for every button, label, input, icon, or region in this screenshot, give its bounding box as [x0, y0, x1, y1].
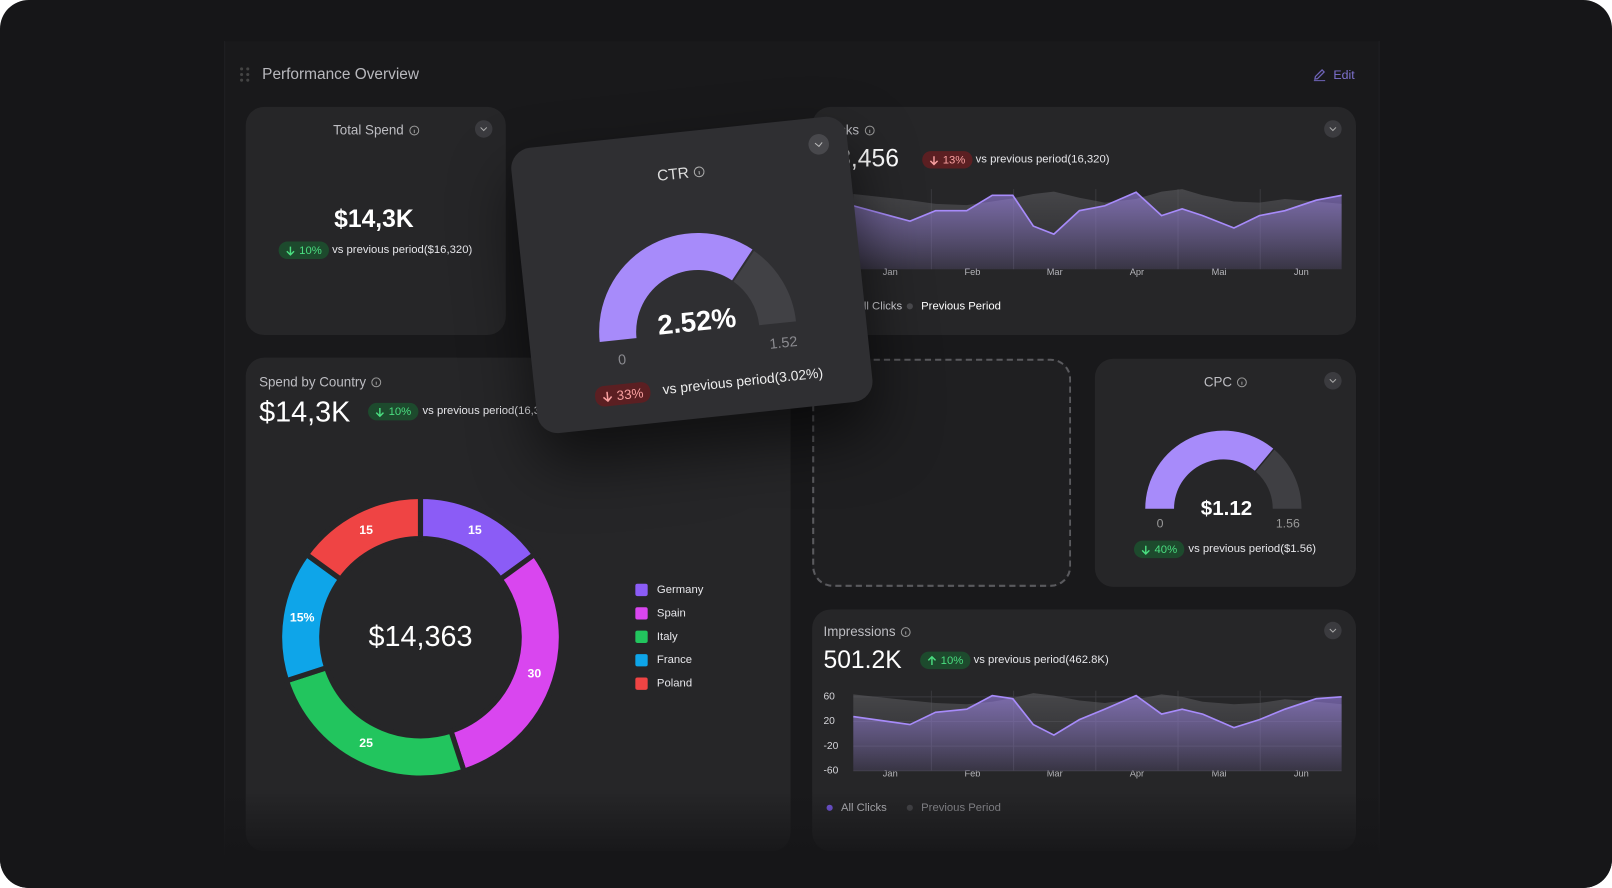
legend-swatch [635, 677, 648, 690]
y-tick-label: -60 [823, 766, 838, 777]
donut-segment [302, 493, 424, 583]
x-tick-label: Mar [1047, 768, 1063, 778]
segment-label: 15% [290, 611, 315, 625]
x-tick-label: Jun [1294, 768, 1309, 778]
change-text: 13% [942, 153, 966, 166]
card-title: Spend by Country [259, 374, 382, 390]
cpc-card [1094, 358, 1357, 587]
gauge [599, 232, 797, 342]
change-text: 10% [299, 244, 322, 257]
card-title: CPC [1203, 374, 1248, 390]
legend-swatch [635, 583, 648, 597]
segment-label: 15 [359, 523, 373, 537]
line [853, 694, 1342, 737]
legend-label: Italy [657, 631, 678, 643]
donut-segment [447, 550, 564, 775]
change-pill: 10% [278, 241, 330, 260]
page-title: Performance Overview [262, 65, 419, 84]
edit-icon[interactable] [1313, 68, 1326, 82]
title-text: Total Spend [333, 122, 404, 138]
legend-label: Poland [657, 678, 692, 690]
legend-label: Spain [657, 607, 686, 619]
legend-dot [906, 303, 913, 310]
title-text: CPC [1203, 374, 1233, 390]
legend-label: France [657, 654, 692, 666]
legend-label: Previous Period [921, 300, 1001, 312]
gauge [1145, 430, 1302, 509]
card-title: Impressions [823, 623, 911, 640]
bottom-fade [0, 791, 1612, 888]
gauge-min: 0 [1156, 515, 1164, 531]
x-tick-label: Jun [1294, 267, 1309, 277]
gauge-min: 0 [617, 350, 627, 368]
gauge-max: 1.52 [768, 332, 799, 352]
segment-label: 15 [468, 523, 482, 537]
change-pill: 10% [920, 651, 971, 670]
x-tick-label: Apr [1130, 267, 1144, 277]
card-title: Total Spend [333, 122, 419, 138]
dropdown[interactable] [474, 120, 493, 138]
segment-label: 30 [528, 666, 542, 680]
title-text: Impressions [823, 623, 896, 640]
legend-label: All Clicks [856, 300, 902, 312]
x-tick-label: Mar [1047, 267, 1063, 277]
edit-button[interactable]: Edit [1333, 67, 1355, 83]
legend-label: Germany [657, 584, 704, 596]
legend-swatch [635, 630, 648, 643]
legend-swatch [635, 654, 648, 667]
ctr-card: CTR 2.52% 0 1.52 33% vs previous period(… [509, 114, 875, 436]
change-pill: 10% [368, 402, 419, 421]
card-title: CTR [513, 147, 850, 200]
legend-swatch [635, 607, 648, 620]
metric-value: $14,3K [259, 395, 351, 428]
gauge-max: 1.56 [1275, 515, 1300, 531]
title-text: Spend by Country [259, 374, 367, 390]
dropdown[interactable] [1324, 372, 1342, 390]
y-tick-label: 20 [823, 716, 835, 727]
donut-center: $14,363 [368, 621, 472, 653]
metric-value: $14,3K [334, 205, 414, 234]
y-tick-label: -20 [823, 741, 838, 752]
comparison: vs previous period(16,320) [975, 153, 1110, 166]
change-pill: 13% [922, 151, 973, 169]
drag-handle[interactable] [240, 67, 250, 82]
change-text: 10% [388, 405, 412, 418]
comparison: vs previous period($1.56) [1188, 542, 1317, 556]
x-tick-label: Apr [1130, 768, 1144, 778]
comparison: vs previous period($16,320) [332, 243, 473, 256]
dropdown[interactable] [1324, 120, 1342, 138]
change-text: 40% [1154, 543, 1178, 556]
change-pill: 40% [1133, 540, 1185, 559]
segment-label: 25 [359, 736, 373, 750]
dropdown[interactable] [807, 133, 831, 156]
change-text: 33% [615, 384, 645, 403]
x-tick-label: Feb [965, 768, 981, 778]
line [853, 191, 1342, 236]
title-text: CTR [656, 164, 690, 185]
area-fill [853, 695, 1342, 771]
x-tick-label: Mai [1212, 267, 1227, 277]
comparison: vs previous period(462.8K) [973, 653, 1109, 667]
change-text: 10% [940, 654, 964, 667]
x-tick-label: Mai [1212, 768, 1227, 778]
y-tick-label: 60 [823, 692, 835, 703]
x-tick-label: Jan [883, 267, 898, 277]
change-pill: 33% [594, 381, 652, 408]
x-tick-label: Feb [965, 267, 981, 277]
total-spend-card [245, 106, 506, 336]
dropdown[interactable] [1324, 621, 1342, 640]
metric-value: 501.2K [823, 646, 902, 675]
comparison: vs previous period(16,320) [422, 404, 557, 418]
donut-segment [283, 664, 468, 781]
gauge-value: $1.12 [1200, 497, 1253, 521]
x-tick-label: Jan [883, 768, 898, 778]
area-fill [853, 192, 1342, 270]
